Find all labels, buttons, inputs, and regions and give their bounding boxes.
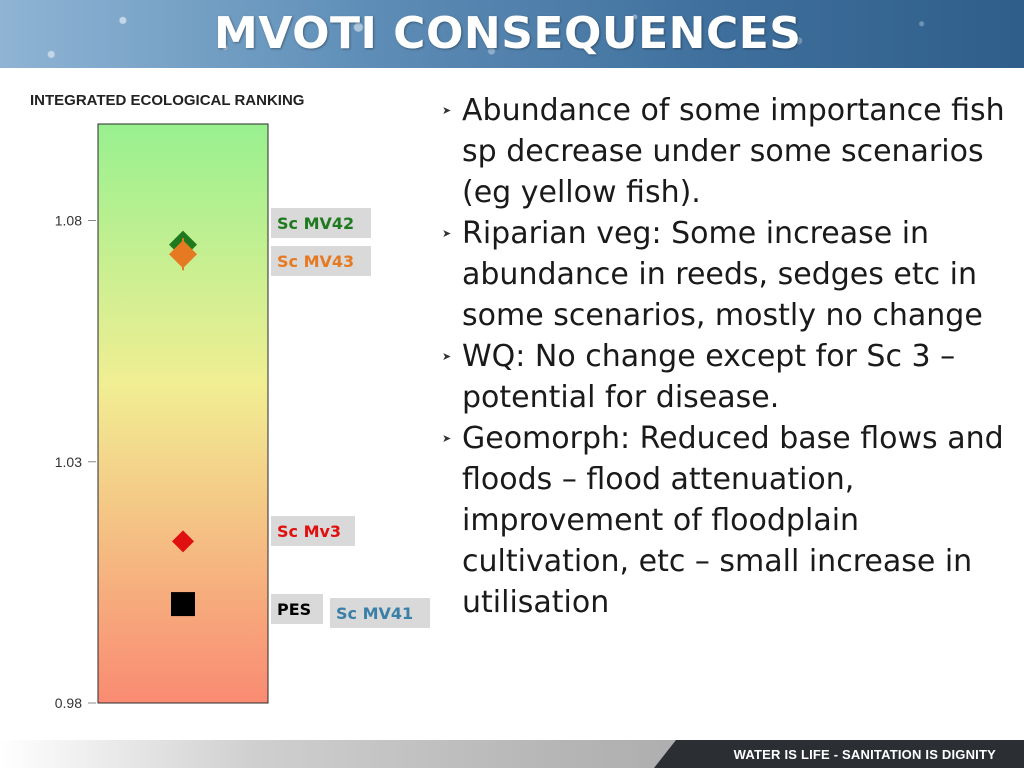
slide-title: MVOTI CONSEQUENCES (214, 8, 802, 59)
point-label: Sc MV43 (277, 252, 354, 271)
water-drops-decoration (0, 0, 1024, 68)
y-tick-label: 1.03 (55, 454, 82, 470)
bullet-item: ➤ Geomorph: Reduced base flows and floods… (442, 418, 1012, 623)
point-label-box (271, 594, 323, 624)
arrow-bullet-icon: ➤ (442, 104, 452, 117)
data-point-diamond (172, 530, 194, 553)
point-label: Sc MV42 (277, 214, 354, 233)
bullet-text: Abundance of some importance fish sp dec… (462, 93, 1005, 210)
footer-band (654, 740, 1024, 768)
slide-footer: WATER IS LIFE - SANITATION IS DIGNITY (0, 740, 1024, 768)
point-label-box (271, 516, 355, 546)
bullet-item: ➤ WQ: No change except for Sc 3 – potenti… (442, 336, 1012, 418)
slide-header: MVOTI CONSEQUENCES (0, 0, 1024, 68)
y-tick-label: 1.08 (55, 213, 82, 229)
bullet-item: ➤ Abundance of some importance fish sp de… (442, 90, 1012, 213)
arrow-bullet-icon: ➤ (442, 350, 452, 363)
chart-title: INTEGRATED ECOLOGICAL RANKING (30, 92, 305, 109)
bullet-text: Riparian veg: Some increase in abundance… (462, 216, 983, 333)
data-point-square (171, 592, 195, 617)
arrow-bullet-icon: ➤ (442, 227, 452, 240)
point-label: Sc MV41 (336, 604, 413, 623)
point-label-box (271, 246, 371, 276)
bullet-text: WQ: No change except for Sc 3 – potentia… (462, 339, 956, 415)
point-label-box (330, 598, 430, 628)
arrow-bullet-icon: ➤ (442, 432, 452, 445)
point-label-box (271, 208, 371, 238)
y-tick-label: 0.98 (55, 695, 82, 711)
point-label: PES (277, 600, 311, 619)
plot-area (97, 123, 269, 704)
point-label: Sc Mv3 (277, 522, 341, 541)
footer-tagline: WATER IS LIFE - SANITATION IS DIGNITY (733, 747, 996, 762)
ranking-chart: 0.98 1.03 1.08 Sc MV42 Sc MV43 Sc Mv3 PES Sc M… (55, 123, 430, 711)
bullet-list: ➤ Abundance of some importance fish sp de… (442, 90, 1012, 623)
bullet-text: Geomorph: Reduced base flows and floods … (462, 421, 1004, 620)
bullet-item: ➤ Riparian veg: Some increase in abundanc… (442, 213, 1012, 336)
